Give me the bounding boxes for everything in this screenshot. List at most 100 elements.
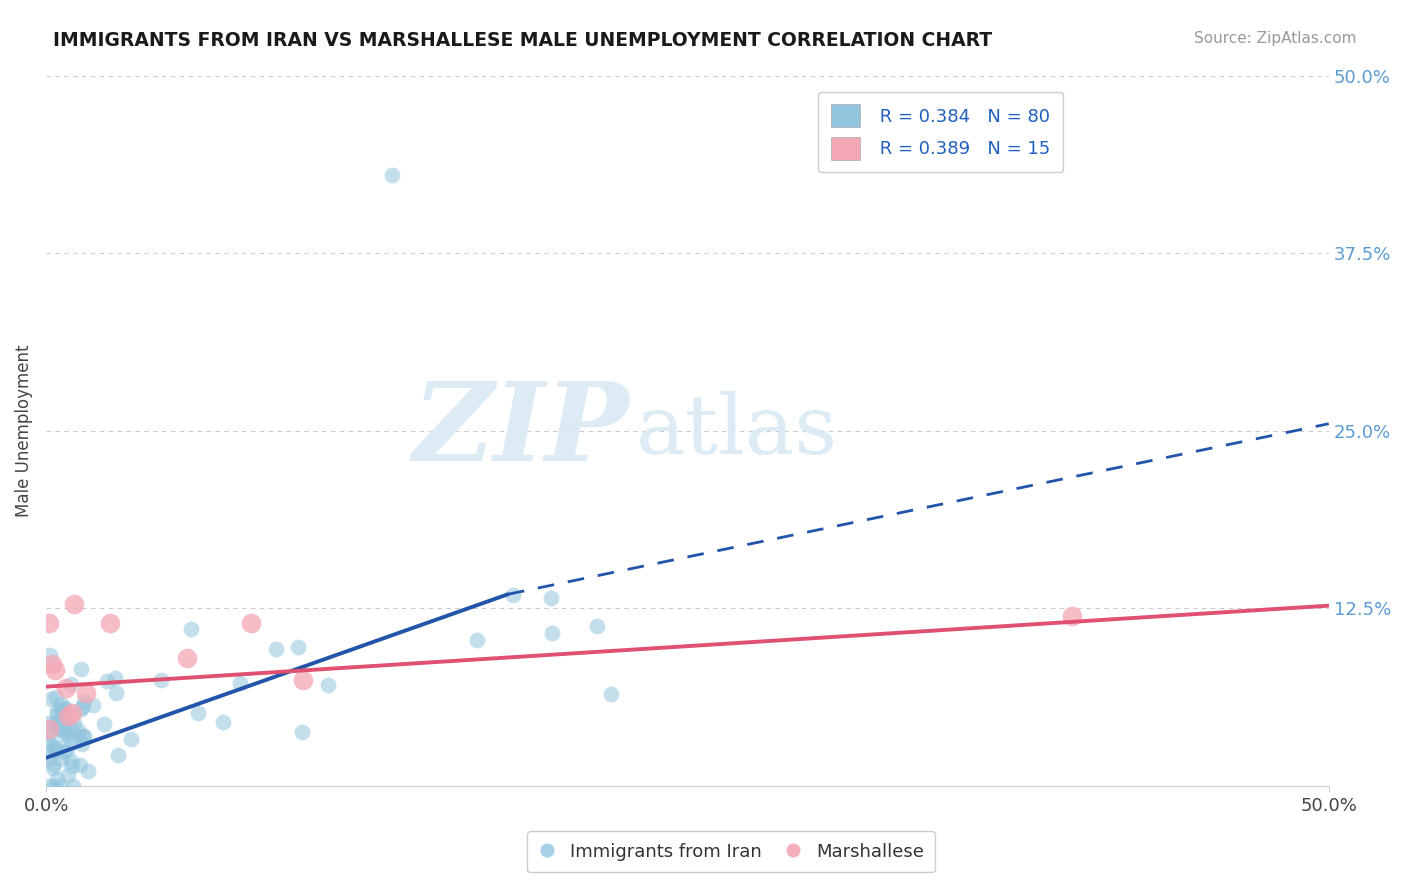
Point — [42, 757, 65, 772]
Point — [52, 705, 75, 719]
Point — [45, 743, 67, 757]
Point — [60, 706, 83, 720]
Point — [1062, 608, 1084, 623]
Point — [77, 764, 100, 778]
Point — [38, 736, 60, 750]
Point — [38, 779, 60, 793]
Point — [53, 745, 76, 759]
Point — [55, 743, 77, 757]
Point — [465, 632, 488, 647]
Point — [291, 725, 314, 739]
Point — [53, 727, 76, 741]
Point — [82, 698, 104, 713]
Point — [59, 755, 82, 769]
Point — [264, 642, 287, 657]
Point — [38, 726, 60, 740]
Point — [73, 729, 96, 743]
Point — [38, 715, 60, 730]
Point — [58, 767, 80, 781]
Point — [240, 615, 263, 630]
Point — [44, 663, 66, 677]
Point — [212, 715, 235, 730]
Point — [176, 651, 198, 665]
Point — [49, 779, 72, 793]
Text: atlas: atlas — [636, 391, 838, 471]
Point — [42, 779, 65, 793]
Point — [58, 729, 80, 743]
Point — [69, 702, 91, 716]
Point — [42, 739, 65, 753]
Point — [187, 706, 209, 720]
Point — [541, 626, 564, 640]
Point — [46, 715, 69, 730]
Point — [42, 742, 65, 756]
Y-axis label: Male Unemployment: Male Unemployment — [15, 344, 32, 517]
Point — [56, 709, 79, 723]
Text: IMMIGRANTS FROM IRAN VS MARSHALLESE MALE UNEMPLOYMENT CORRELATION CHART: IMMIGRANTS FROM IRAN VS MARSHALLESE MALE… — [53, 31, 993, 50]
Point — [45, 723, 67, 738]
Point — [39, 648, 62, 662]
Point — [42, 761, 65, 775]
Point — [60, 759, 83, 773]
Point — [41, 657, 63, 672]
Point — [38, 723, 60, 737]
Legend:  R = 0.384   N = 80,  R = 0.389   N = 15: R = 0.384 N = 80, R = 0.389 N = 15 — [818, 92, 1063, 172]
Point — [49, 721, 72, 735]
Point — [60, 677, 83, 691]
Point — [55, 681, 77, 696]
Point — [67, 723, 90, 738]
Point — [104, 671, 127, 685]
Point — [287, 640, 309, 654]
Point — [53, 703, 76, 717]
Point — [45, 772, 67, 786]
Point — [180, 623, 202, 637]
Point — [107, 747, 129, 762]
Point — [72, 729, 94, 743]
Point — [55, 702, 77, 716]
Point — [45, 721, 67, 735]
Point — [38, 616, 60, 631]
Point — [53, 723, 76, 738]
Point — [41, 691, 63, 706]
Point — [62, 779, 84, 793]
Point — [38, 751, 60, 765]
Point — [316, 678, 339, 692]
Point — [73, 695, 96, 709]
Point — [104, 686, 127, 700]
Point — [45, 739, 67, 754]
Point — [75, 686, 97, 700]
Point — [62, 597, 84, 611]
Point — [48, 715, 70, 730]
Point — [62, 716, 84, 731]
Point — [51, 722, 73, 736]
Point — [69, 758, 91, 772]
Point — [45, 690, 67, 704]
Point — [93, 717, 115, 731]
Point — [70, 662, 93, 676]
Point — [51, 751, 73, 765]
Point — [96, 673, 118, 688]
Point — [67, 730, 90, 744]
Point — [53, 701, 76, 715]
Point — [540, 591, 562, 605]
Point — [72, 737, 94, 751]
Point — [98, 615, 121, 630]
Point — [46, 704, 69, 718]
Point — [59, 722, 82, 736]
Point — [381, 168, 404, 182]
Point — [45, 707, 67, 722]
Point — [44, 716, 66, 731]
Point — [291, 673, 314, 687]
Point — [49, 697, 72, 711]
Point — [599, 687, 621, 701]
Point — [502, 588, 524, 602]
Point — [60, 735, 83, 749]
Point — [70, 700, 93, 714]
Text: Source: ZipAtlas.com: Source: ZipAtlas.com — [1194, 31, 1357, 46]
Point — [120, 732, 142, 747]
Point — [229, 676, 252, 690]
Point — [150, 673, 173, 688]
Legend: Immigrants from Iran, Marshallese: Immigrants from Iran, Marshallese — [527, 831, 935, 872]
Point — [49, 705, 72, 719]
Point — [585, 619, 607, 633]
